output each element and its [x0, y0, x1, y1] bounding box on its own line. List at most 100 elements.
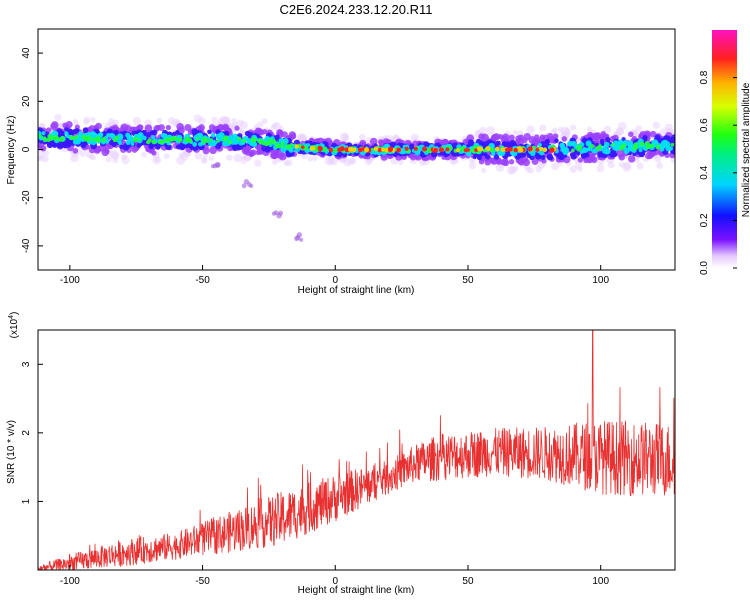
- heatmap-peak-cell: [527, 146, 533, 152]
- heatmap-cell: [603, 125, 612, 134]
- heatmap-cell: [105, 156, 112, 163]
- heatmap-y-tick-label: -20: [21, 190, 32, 205]
- heatmap-cell: [80, 142, 87, 149]
- heatmap-peak-cell: [508, 147, 513, 152]
- heatmap-cell: [322, 147, 328, 152]
- heatmap-cell: [536, 154, 542, 160]
- heatmap-cell: [275, 143, 281, 149]
- heatmap-cell: [508, 159, 515, 165]
- heatmap-cell: [546, 133, 554, 140]
- heatmap-cell: [91, 132, 98, 139]
- heatmap-cell: [517, 134, 525, 141]
- heatmap-cell: [632, 146, 637, 151]
- heatmap-cell: [642, 134, 648, 140]
- heatmap-cell: [192, 142, 197, 147]
- heatmap-peak-cell: [396, 147, 402, 153]
- heatmap-cell: [193, 114, 202, 123]
- heatmap-cell: [163, 153, 170, 160]
- heatmap-x-ticks: -100 -50 0 50 100: [60, 265, 609, 286]
- heatmap-cell: [495, 140, 501, 146]
- heatmap-cell: [586, 126, 593, 132]
- heatmap-cell: [370, 147, 374, 151]
- heatmap-cell: [571, 148, 575, 153]
- heatmap-cell: [104, 148, 110, 154]
- heatmap-cell: [138, 138, 142, 142]
- heatmap-cell: [165, 144, 172, 151]
- heatmap-cell: [559, 142, 565, 149]
- heatmap-cell: [558, 153, 565, 161]
- heatmap-cell: [627, 143, 634, 150]
- snr-y-scale-label: (x104): [8, 312, 20, 339]
- heatmap-cell: [176, 123, 185, 131]
- heatmap-cell: [222, 140, 229, 147]
- heatmap-cell: [495, 163, 505, 172]
- heatmap-cell: [207, 129, 212, 135]
- heatmap-cell: [577, 157, 584, 163]
- heatmap-peak-cell: [364, 147, 370, 153]
- heatmap-marks: [38, 113, 675, 242]
- heatmap-cell: [489, 157, 496, 164]
- heatmap-cell: [307, 156, 313, 162]
- heatmap-cell: [654, 134, 661, 141]
- heatmap-cell: [58, 142, 64, 149]
- heatmap-cell: [476, 154, 483, 161]
- heatmap-cell: [151, 129, 158, 136]
- heatmap-cell: [501, 140, 508, 147]
- heatmap-cell: [250, 149, 257, 156]
- heatmap-cell: [78, 131, 83, 136]
- heatmap-peak-cell: [495, 146, 500, 152]
- heatmap-cell: [581, 137, 588, 144]
- heatmap-cell: [273, 149, 279, 155]
- heatmap-cell: [74, 128, 80, 133]
- heatmap-peak-cell: [485, 146, 491, 152]
- heatmap-cell: [664, 123, 673, 132]
- heatmap-cell: [645, 144, 651, 150]
- heatmap-cell: [121, 154, 128, 161]
- heatmap-cell: [74, 135, 79, 139]
- heatmap-peak-cell: [309, 146, 315, 151]
- heatmap-cell: [64, 131, 69, 136]
- heatmap-cell: [184, 137, 190, 143]
- heatmap-cell: [151, 135, 155, 140]
- heatmap-cell: [359, 139, 367, 147]
- heatmap-cell: [616, 150, 625, 158]
- heatmap-cell: [132, 138, 136, 142]
- heatmap-cell: [493, 154, 500, 160]
- heatmap-cell: [343, 158, 352, 167]
- heatmap-cell: [201, 157, 208, 164]
- heatmap-cell: [180, 145, 186, 151]
- heatmap-cell: [210, 133, 216, 138]
- heatmap-cell: [69, 135, 75, 141]
- heatmap-cell: [231, 117, 237, 124]
- heatmap-cell: [576, 147, 581, 152]
- colorbar-bar: [712, 30, 737, 268]
- heatmap-cell: [165, 124, 172, 131]
- heatmap-cell: [261, 140, 266, 146]
- heatmap-cell: [234, 125, 240, 131]
- heatmap-cell: [597, 144, 603, 149]
- heatmap-cell: [136, 143, 141, 148]
- heatmap-cell: [546, 153, 553, 161]
- heatmap-cell: [51, 135, 56, 140]
- heatmap-cell: [255, 149, 261, 156]
- heatmap-cell: [602, 144, 608, 150]
- heatmap-cell: [72, 138, 79, 145]
- heatmap-cell: [128, 136, 135, 143]
- heatmap-cell: [107, 128, 113, 134]
- heatmap-cell: [539, 124, 547, 132]
- heatmap-cell: [670, 142, 675, 147]
- heatmap-cell: [551, 162, 559, 171]
- heatmap-peak-cell: [535, 147, 540, 152]
- heatmap-cell: [211, 116, 218, 123]
- heatmap-cell: [577, 166, 583, 172]
- heatmap-cell: [119, 136, 123, 140]
- heatmap-cell: [652, 121, 661, 130]
- heatmap-cell: [638, 148, 643, 153]
- heatmap-cell: [209, 146, 217, 155]
- heatmap-cell: [636, 162, 644, 170]
- heatmap-cell: [47, 134, 52, 138]
- heatmap-peak-cell: [500, 147, 506, 152]
- heatmap-cell: [570, 124, 577, 131]
- heatmap-cell: [60, 137, 65, 142]
